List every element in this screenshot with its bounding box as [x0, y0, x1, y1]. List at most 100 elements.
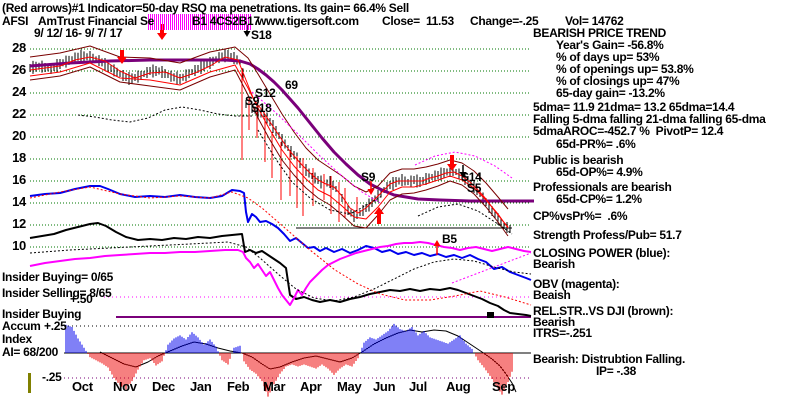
right-panel-line: % of closings up= 47%: [556, 74, 680, 88]
month-label: Oct: [72, 379, 93, 394]
band-red-lo: [29, 62, 509, 229]
dotted-red-cp: [29, 186, 532, 306]
signal-density-ticks: [148, 14, 252, 30]
overlay-signal-codes: B1 4CS2B17: [192, 14, 260, 28]
price-tick-label: 24: [12, 84, 26, 99]
month-label: Mar: [263, 379, 286, 394]
dotted-black-bowl2: [417, 203, 513, 235]
down-arrow-icon: [447, 164, 457, 171]
right-panel-line: Bearish: Distrubtion Falling.: [533, 352, 685, 366]
right-panel-line: CP%vsPr%= .6%: [533, 209, 628, 223]
right-panel-line: % of openings up= 53.8%: [556, 62, 694, 76]
signal-label: S12: [255, 86, 276, 100]
left-label: Insider Selling= 8/65: [2, 286, 112, 300]
right-panel-line: Year's Gain= -56.8%: [556, 38, 664, 52]
right-panel-line: % of days up= 53%: [556, 50, 660, 64]
obv-magenta: [29, 241, 532, 306]
5dma-red: [29, 56, 509, 228]
signal-label: S5: [467, 181, 482, 195]
right-panel-line: 65-day gain= -13.2%: [556, 86, 665, 100]
right-panel-line: BEARISH PRICE TREND: [533, 26, 666, 40]
right-panel-line: 5dma= 11.9 21dma= 13.2 65dma=14.4: [533, 100, 735, 114]
left-label: Accum: [2, 319, 41, 333]
left-label: Insider Buying= 0/65: [2, 270, 114, 284]
left-label: Index: [2, 332, 32, 346]
close-value: Close= 11.53: [382, 14, 454, 28]
up-arrow-icon: [433, 240, 441, 246]
signal-label: B5: [442, 232, 457, 246]
olive-scale-tick: [28, 373, 31, 393]
price-tick-label: 12: [12, 216, 26, 231]
down-arrow-icon: [117, 57, 127, 64]
right-panel-line: 65d-PR%= .6%: [556, 137, 636, 151]
right-panel-line: REL.STR..VS DJI (brown):: [533, 304, 674, 318]
month-label: May: [337, 379, 362, 394]
line-end-marker: [487, 312, 494, 318]
ticker-symbol: AFSI: [2, 14, 29, 28]
month-label: Apr: [300, 379, 322, 394]
price-tick-label: 10: [12, 238, 26, 253]
down-arrow-icon: [367, 189, 375, 195]
right-panel-line: CLOSING POWER (blue):: [533, 246, 671, 260]
price-tick-label: 18: [12, 150, 26, 165]
signal-label: S18: [251, 101, 272, 115]
right-panel-line: Strength Profess/Pub= 51.7: [533, 228, 682, 242]
right-panel-line: IP= -.38: [596, 364, 636, 378]
dotted-black-obv: [29, 241, 532, 302]
signal-label: S9: [245, 94, 260, 108]
down-arrow-icon: [157, 33, 167, 40]
dotted-magenta-desc: [251, 91, 383, 205]
price-tick-label: 28: [12, 40, 26, 55]
company-name: AmTrust Financial Se: [38, 14, 155, 28]
right-panel-line: Public is bearish: [533, 153, 624, 167]
dotted-magenta-arc: [414, 151, 513, 179]
right-panel-line: Bearish: [533, 315, 575, 329]
right-panel-line: 65d-CP%= 1.2%: [556, 192, 642, 206]
right-panel-line: 5dmaAROC=-452.7 % PivotP= 12.4: [533, 124, 724, 138]
signal-label: S18: [251, 28, 272, 42]
dotted-black-bowl1: [257, 129, 383, 215]
left-label: +.25: [44, 319, 67, 333]
month-label: Jan: [190, 379, 212, 394]
tigersoft-url: www.tigersoft.com: [257, 14, 359, 28]
signal-label: S14: [461, 170, 482, 184]
left-label: Insider Buying: [2, 307, 82, 321]
right-panel-line: ITRS=-.251: [533, 326, 592, 340]
down-arrow-icon: [459, 172, 467, 178]
volume-value: Vol= 14762: [565, 14, 624, 28]
header-indicator-line: (Red arrows)#1 Indicator=50-day RSQ ma p…: [2, 1, 409, 15]
right-panel-line: 65d-OP%= 4.9%: [556, 165, 643, 179]
65dma-purple: [29, 58, 534, 203]
right-panel-line: OBV (magenta):: [533, 277, 620, 291]
month-label: Nov: [113, 379, 137, 394]
price-tick-label: 26: [12, 62, 26, 77]
band-maroon-lo: [29, 66, 509, 237]
month-label: Dec: [152, 379, 175, 394]
dotted-black-wavy: [77, 106, 252, 123]
month-label: Sep: [492, 379, 515, 394]
signal-label: S9: [361, 170, 376, 184]
rel-str-brown: [29, 222, 532, 317]
left-label: -.25: [42, 370, 62, 384]
price-tick-label: 14: [12, 194, 26, 209]
change-value: Change=-.25: [470, 14, 539, 28]
month-label: Feb: [227, 379, 250, 394]
left-label: AI= 68/200: [2, 345, 59, 359]
price-tick-label: 22: [12, 106, 26, 121]
price-tick-label: 16: [12, 172, 26, 187]
month-label: Jun: [373, 379, 396, 394]
signal-label: 69: [285, 78, 298, 92]
left-label: +.50: [70, 292, 93, 306]
right-panel-line: Beaish: [533, 288, 571, 302]
down-arrow-icon: [243, 31, 251, 37]
right-panel-line: Bearish: [533, 257, 575, 271]
right-panel-line: Falling 5-dma falling 21-dma falling 65-…: [533, 112, 766, 126]
month-label: Jul: [409, 379, 427, 394]
right-panel-line: Professionals are bearish: [533, 180, 672, 194]
price-tick-label: 20: [12, 128, 26, 143]
date-range: 9/ 12/ 16- 9/ 7/ 17: [34, 26, 123, 40]
up-arrow-icon: [374, 207, 384, 214]
month-label: Aug: [446, 379, 471, 394]
